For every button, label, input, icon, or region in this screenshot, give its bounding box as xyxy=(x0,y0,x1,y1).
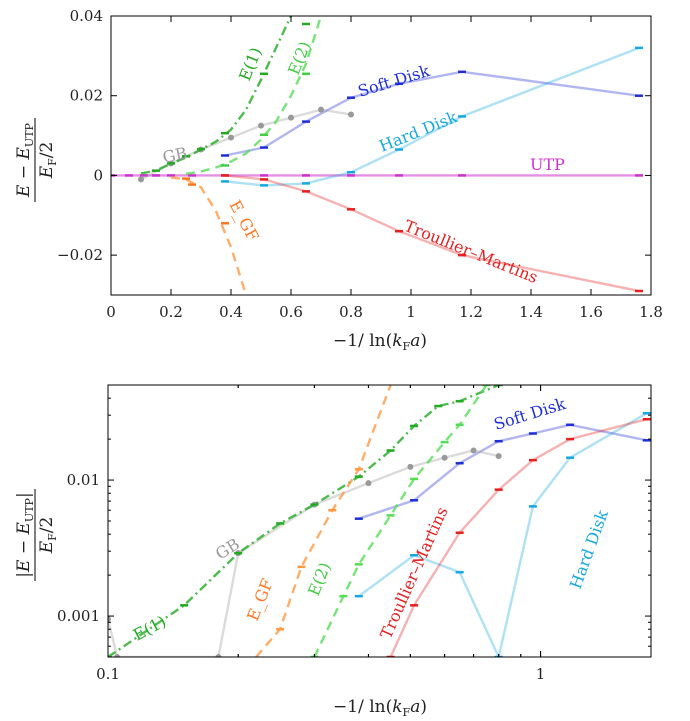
bottom-label-hard-disk: Hard Disk xyxy=(566,507,612,591)
bottom-gb-point xyxy=(441,454,448,461)
top-x-tick-label: 1.8 xyxy=(639,303,663,321)
top-label-hard-disk: Hard Disk xyxy=(376,107,460,156)
bottom-gb-point xyxy=(365,480,372,487)
top-label-troullier-martins: Troullier–Martins xyxy=(402,216,541,287)
top-x-tick-label: 0.2 xyxy=(159,303,183,321)
bottom-y-ticks: 0.001 0.01 xyxy=(57,384,651,658)
top-y-tick-label: −0.02 xyxy=(57,246,103,264)
bottom-y-axis-title: |E − EUTP| EF/2 xyxy=(14,489,59,581)
top-label-e2: E(2) xyxy=(284,39,314,78)
top-gb-point xyxy=(258,122,264,129)
top-e-1-line xyxy=(140,16,293,175)
top-x-tick-label: 1 xyxy=(406,303,416,321)
svg-text:EF/2: EF/2 xyxy=(37,142,59,180)
top-x-tick-label: 0 xyxy=(106,303,116,321)
top-y-tick-label: 0 xyxy=(93,166,103,184)
top-y-axis-title: E − EUTP EF/2 xyxy=(14,118,59,202)
bottom-gb-point xyxy=(495,453,502,460)
top-x-tick-label: 0.6 xyxy=(279,303,303,321)
bottom-label-egf: E_GF xyxy=(243,576,277,624)
bottom-e-gf-line xyxy=(255,385,392,657)
svg-text:E − EUTP: E − EUTP xyxy=(14,122,36,198)
top-label-soft-disk: Soft Disk xyxy=(356,61,433,101)
top-e-gf-line xyxy=(170,176,248,295)
top-gb-point xyxy=(288,114,294,121)
top-gb-point xyxy=(228,134,234,141)
top-x-tick-label: 0.8 xyxy=(339,303,363,321)
bottom-gb-point xyxy=(215,654,222,657)
top-label-egf: E_GF xyxy=(225,197,262,244)
top-gb-point xyxy=(138,176,144,183)
bottom-gb-line xyxy=(108,449,499,657)
top-y-tick-label: 0.02 xyxy=(70,87,103,105)
bottom-y-tick-label: 0.01 xyxy=(67,471,100,489)
top-x-tick-label: 0.4 xyxy=(219,303,243,321)
bottom-x-tick-label: 0.1 xyxy=(96,665,120,683)
top-x-tick-label: 1.4 xyxy=(519,303,543,321)
bottom-y-tick-label: 0.001 xyxy=(57,607,100,625)
top-label-e1: E(1) xyxy=(235,45,265,84)
bottom-gb-point xyxy=(407,463,414,470)
top-y-tick-label: 0.04 xyxy=(70,7,103,25)
bottom-gb-point xyxy=(114,654,121,657)
bottom-plot-area xyxy=(108,385,651,657)
svg-text:EF/2: EF/2 xyxy=(37,517,59,555)
bottom-x-tick-label: 1 xyxy=(536,665,546,683)
top-x-axis-title: −1/ ln(kFa) xyxy=(333,331,427,353)
top-e-2-line xyxy=(185,16,323,175)
bottom-label-e1: E(1) xyxy=(130,612,169,645)
bottom-label-e2: E(2) xyxy=(304,560,334,599)
bottom-label-troullier-martins: Troullier–Martins xyxy=(376,504,451,642)
bottom-x-ticks: 0.1 1 xyxy=(96,385,652,683)
top-y-ticks: −0.02 0 0.02 0.04 xyxy=(57,7,651,264)
top-x-tick-label: 1.6 xyxy=(579,303,603,321)
top-label-gb: GB xyxy=(161,143,189,167)
bottom-gb-point xyxy=(470,447,477,454)
top-soft-disk-line xyxy=(224,70,640,157)
svg-text:|E − EUTP|: |E − EUTP| xyxy=(14,492,36,577)
bottom-x-axis-title: −1/ ln(kFa) xyxy=(333,697,427,719)
top-gb-point xyxy=(348,111,354,118)
bottom-e-2-line xyxy=(313,385,488,657)
top-label-utp: UTP xyxy=(530,155,565,174)
top-x-ticks: 0 0.2 0.4 0.6 0.8 1 1.2 1.4 1.6 1.8 xyxy=(106,16,663,321)
bottom-gb-point xyxy=(108,616,111,623)
top-x-tick-label: 1.2 xyxy=(459,303,483,321)
top-gb-line xyxy=(140,108,352,181)
top-panel: 0 0.2 0.4 0.6 0.8 1 1.2 1.4 1.6 1.8 −0.02 0 0.02 0.0… xyxy=(14,7,663,353)
top-plot-frame xyxy=(110,15,652,296)
top-gb-point xyxy=(318,106,324,113)
top-plot-area xyxy=(111,16,643,295)
